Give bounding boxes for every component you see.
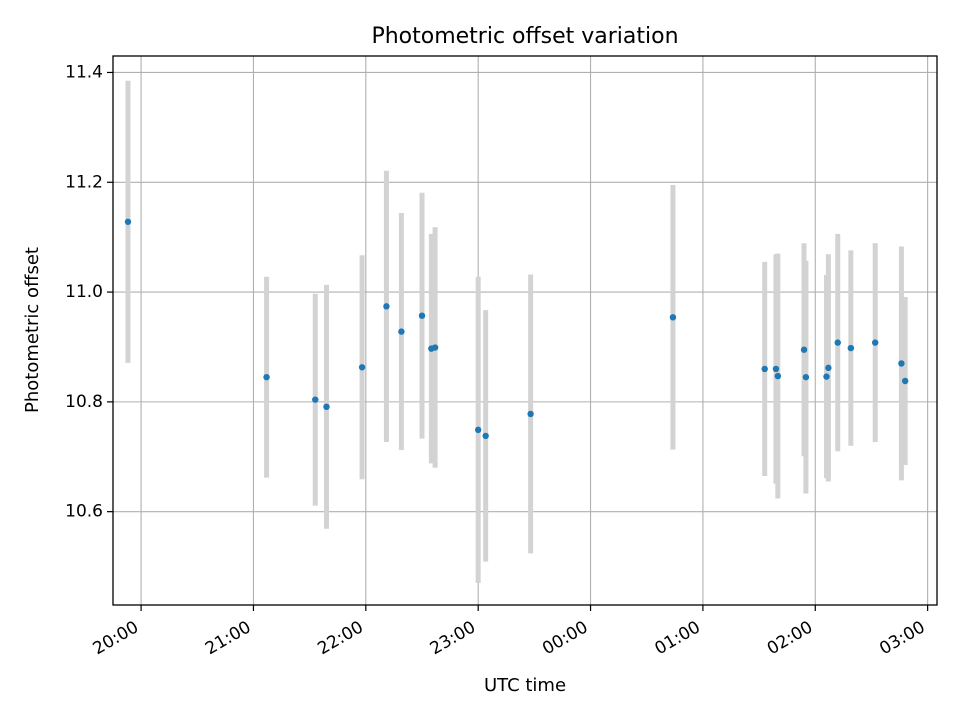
y-tick-label: 11.2 bbox=[65, 172, 103, 192]
x-tick-label: 00:00 bbox=[539, 617, 591, 659]
data-point bbox=[383, 303, 390, 310]
data-point bbox=[825, 364, 832, 372]
data-point bbox=[418, 312, 426, 319]
y-tick-label: 10.8 bbox=[65, 392, 103, 412]
data-point bbox=[669, 314, 677, 321]
data-point bbox=[823, 373, 830, 380]
data-point bbox=[358, 364, 366, 371]
y-axis-ticks: 10.6 10.8 11.0 11.2 11.4 bbox=[65, 62, 113, 522]
data-point bbox=[774, 372, 782, 380]
data-point bbox=[527, 410, 534, 418]
data-point bbox=[398, 328, 405, 335]
data-point bbox=[474, 426, 482, 434]
data-point bbox=[898, 360, 905, 367]
data-point bbox=[802, 373, 810, 381]
x-tick-label: 02:00 bbox=[764, 617, 816, 659]
y-axis-label: Photometric offset bbox=[22, 247, 43, 413]
data-point bbox=[431, 344, 439, 351]
x-axis-ticks: 20:00 21:00 22:00 23:00 00:00 01:00 02:00 03:00 bbox=[90, 605, 929, 659]
data-point bbox=[872, 339, 879, 346]
data-markers bbox=[124, 218, 909, 440]
y-tick-label: 11.0 bbox=[65, 282, 103, 302]
data-point bbox=[312, 396, 319, 403]
plot-frame bbox=[112, 55, 938, 606]
data-point bbox=[847, 344, 855, 352]
x-tick-label: 20:00 bbox=[90, 617, 142, 659]
x-tick-label: 23:00 bbox=[427, 617, 479, 659]
data-point bbox=[761, 365, 768, 373]
x-tick-label: 03:00 bbox=[876, 617, 928, 659]
data-point bbox=[834, 339, 841, 346]
data-point bbox=[124, 218, 132, 225]
x-tick-label: 22:00 bbox=[314, 617, 366, 659]
y-tick-label: 10.6 bbox=[65, 502, 103, 522]
data-point bbox=[901, 377, 909, 385]
chart-title: Photometric offset variation bbox=[371, 24, 678, 49]
y-tick-label: 11.4 bbox=[65, 62, 103, 82]
data-point bbox=[772, 365, 780, 373]
data-point bbox=[482, 432, 489, 440]
x-tick-label: 01:00 bbox=[651, 617, 703, 659]
x-axis-label: UTC time bbox=[484, 675, 566, 696]
data-point bbox=[323, 403, 330, 411]
x-tick-label: 21:00 bbox=[202, 617, 254, 659]
data-point bbox=[800, 346, 808, 353]
data-point bbox=[263, 373, 270, 381]
grid bbox=[113, 56, 937, 605]
error-bars bbox=[125, 80, 908, 584]
